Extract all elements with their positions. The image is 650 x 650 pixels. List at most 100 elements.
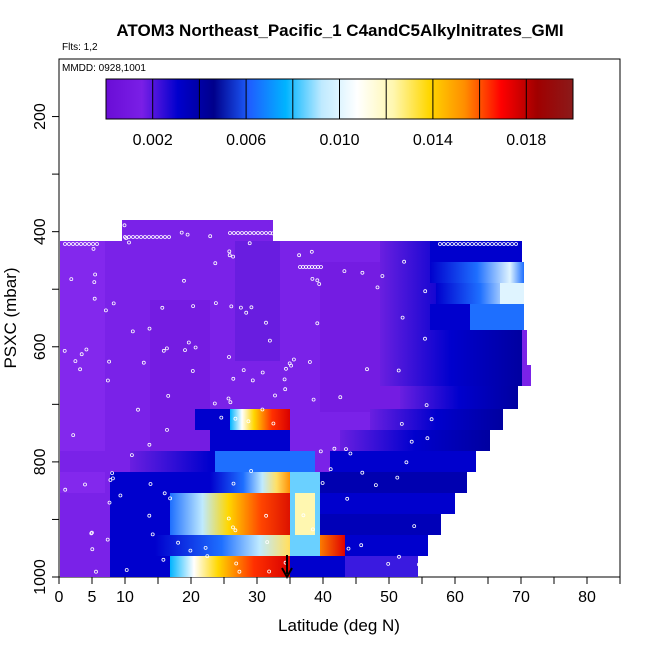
observation-point xyxy=(416,562,421,567)
x-tick-label: 5 xyxy=(88,589,97,606)
observation-point xyxy=(73,359,78,364)
heatmap-block xyxy=(60,493,110,577)
observation-point xyxy=(91,230,95,235)
heatmap-band xyxy=(210,472,305,493)
observation-point xyxy=(75,242,79,246)
observation-point xyxy=(446,242,450,246)
observation-point xyxy=(404,460,409,465)
heatmap-block xyxy=(295,493,315,535)
observation-point xyxy=(264,320,268,325)
observation-point xyxy=(63,242,67,246)
observation-point xyxy=(124,568,129,572)
observation-point xyxy=(183,348,187,353)
observation-point xyxy=(161,557,166,562)
observation-point xyxy=(163,235,167,239)
x-tick-label: 80 xyxy=(578,589,596,606)
observation-point xyxy=(442,242,446,246)
observation-point xyxy=(462,242,466,246)
observation-point xyxy=(228,231,232,235)
heatmap-block xyxy=(215,451,315,472)
observation-point xyxy=(438,242,442,246)
heatmap-band xyxy=(170,493,300,514)
observation-point xyxy=(399,421,404,426)
observation-point xyxy=(111,476,115,481)
observation-point xyxy=(107,359,111,364)
observation-point xyxy=(123,235,127,239)
observation-point xyxy=(105,537,110,542)
observation-point xyxy=(166,393,171,398)
observation-point xyxy=(267,569,272,574)
observation-point xyxy=(423,336,427,341)
observation-point xyxy=(315,321,320,326)
observation-point xyxy=(205,554,210,558)
observation-point xyxy=(502,242,506,246)
observation-point xyxy=(348,451,353,456)
observation-point xyxy=(284,366,288,371)
observation-point xyxy=(89,531,94,536)
heatmap-block xyxy=(430,241,522,262)
observation-point xyxy=(360,270,365,275)
observation-point xyxy=(79,242,83,246)
observation-point xyxy=(161,348,166,353)
x-tick-label: 60 xyxy=(446,589,464,606)
observation-point xyxy=(147,513,152,518)
observation-point xyxy=(342,269,347,274)
observation-point xyxy=(315,278,320,283)
y-tick-label: 1000 xyxy=(32,559,49,595)
observation-point xyxy=(231,376,236,381)
observation-point xyxy=(83,482,87,487)
observation-point xyxy=(247,241,252,246)
observation-point xyxy=(320,481,325,485)
observation-point xyxy=(191,304,196,309)
observation-point xyxy=(338,395,343,400)
observation-point xyxy=(193,345,198,350)
observation-point xyxy=(310,527,315,532)
observation-point xyxy=(130,329,135,334)
x-tick-label: 30 xyxy=(248,589,266,606)
observation-point xyxy=(271,421,276,426)
observation-point xyxy=(237,569,242,574)
heatmap-block xyxy=(110,556,170,577)
observation-point xyxy=(87,242,91,246)
observation-point xyxy=(318,449,323,454)
heatmap-block xyxy=(320,514,441,535)
observation-point xyxy=(424,403,429,408)
observation-point xyxy=(474,242,478,246)
observation-point xyxy=(249,305,254,310)
observation-point xyxy=(264,513,269,518)
observation-point xyxy=(307,360,312,364)
observation-point xyxy=(231,254,236,259)
observation-point xyxy=(309,249,314,254)
colorbar-tick-label: 0.018 xyxy=(506,132,546,149)
observation-point xyxy=(71,242,75,246)
observation-point xyxy=(250,378,255,383)
y-axis-label: PSXC (mbar) xyxy=(1,267,20,368)
observation-point xyxy=(397,554,401,559)
observation-point xyxy=(332,446,337,451)
heatmap-block xyxy=(500,283,524,304)
observation-point xyxy=(78,367,82,372)
observation-point xyxy=(104,308,108,313)
observation-point xyxy=(188,548,193,553)
observation-point xyxy=(95,242,99,246)
observation-point xyxy=(265,540,270,544)
observation-point xyxy=(241,368,246,373)
observation-point xyxy=(208,234,213,239)
observation-point xyxy=(107,500,112,505)
observation-point xyxy=(264,231,268,235)
observation-point xyxy=(131,235,135,239)
observation-point xyxy=(227,355,231,359)
heatmap-band xyxy=(170,556,290,577)
observation-point xyxy=(160,305,165,310)
observation-point xyxy=(319,265,323,269)
observation-point xyxy=(185,232,190,237)
observation-point xyxy=(233,416,238,421)
x-tick-label: 20 xyxy=(182,589,200,606)
observation-point xyxy=(179,230,184,235)
observation-point xyxy=(244,310,249,315)
observation-point xyxy=(165,427,169,432)
heatmap-block xyxy=(195,409,230,430)
observation-point xyxy=(63,487,68,492)
observation-point xyxy=(190,369,195,373)
x-axis: 0 5 10 20 30 40 50 60 70 80 xyxy=(55,577,621,606)
